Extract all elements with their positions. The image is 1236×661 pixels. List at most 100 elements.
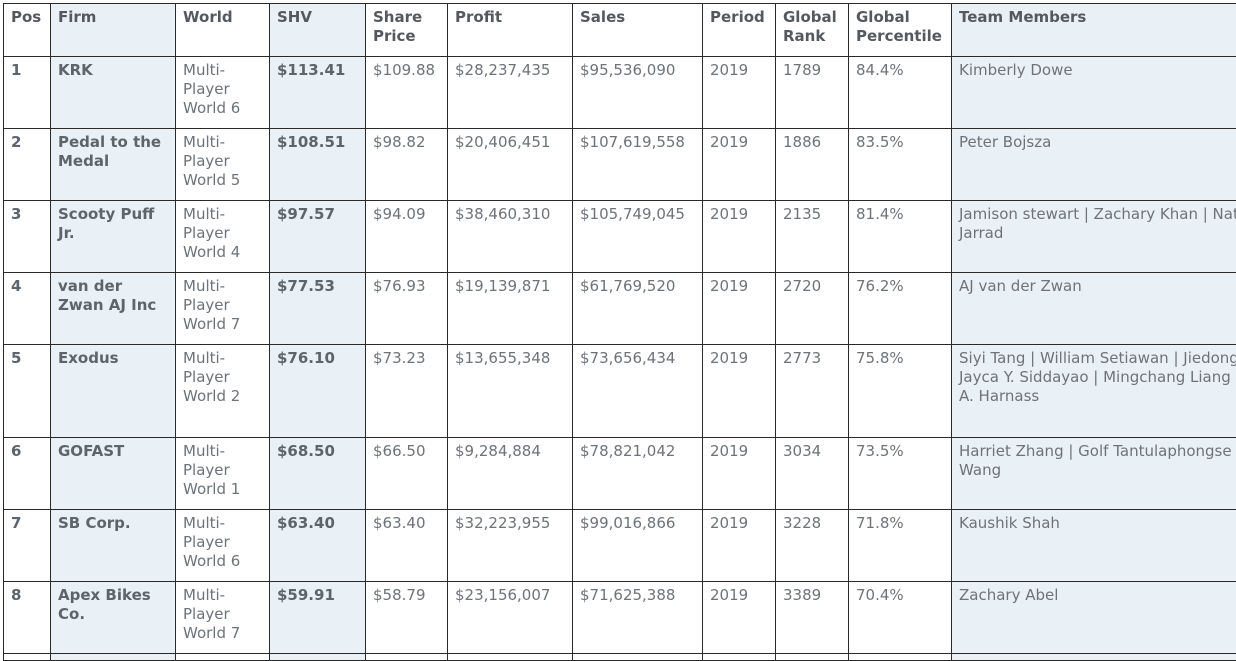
cell-sales: $99,016,866 [573, 510, 703, 582]
cell-firm [51, 654, 176, 661]
cell-global-percentile: 84.4% [849, 57, 952, 129]
cell-global-percentile: 83.5% [849, 129, 952, 201]
cell-team-members: Kaushik Shah [952, 510, 1236, 582]
cell-pos: 6 [4, 438, 51, 510]
cell-global-percentile: 75.8% [849, 345, 952, 438]
table-row: 7 SB Corp. Multi-Player World 6 $63.40 $… [4, 510, 1236, 582]
cell-team-members: Siyi Tang | William Setiawan | Jiedong C… [952, 345, 1236, 438]
cell-period [703, 654, 776, 661]
table-row: 4 van der Zwan AJ Inc Multi-Player World… [4, 273, 1236, 345]
cell-global-rank [776, 654, 849, 661]
column-header-shv: SHV [270, 4, 366, 57]
cell-world: Multi-Player World 2 [176, 345, 270, 438]
table-header: Pos Firm World SHV Share Price Profit Sa… [4, 4, 1236, 57]
cell-profit: $32,223,955 [448, 510, 573, 582]
cell-team-members: Kimberly Dowe [952, 57, 1236, 129]
column-header-global-percentile: Global Percentile [849, 4, 952, 57]
cell-firm: Pedal to the Medal [51, 129, 176, 201]
cell-shv [270, 654, 366, 661]
cell-global-rank: 2720 [776, 273, 849, 345]
cell-pos: 8 [4, 582, 51, 654]
cell-profit: $13,655,348 [448, 345, 573, 438]
cell-global-percentile: 81.4% [849, 201, 952, 273]
table-row: 8 Apex Bikes Co. Multi-Player World 7 $5… [4, 582, 1236, 654]
cell-team-members [952, 654, 1236, 661]
cell-share-price: $66.50 [366, 438, 448, 510]
cell-global-rank: 2135 [776, 201, 849, 273]
cell-global-percentile: 76.2% [849, 273, 952, 345]
cell-period: 2019 [703, 345, 776, 438]
cell-global-percentile: 71.8% [849, 510, 952, 582]
cell-period: 2019 [703, 510, 776, 582]
cell-shv: $77.53 [270, 273, 366, 345]
leaderboard-table: Pos Firm World SHV Share Price Profit Sa… [3, 3, 1236, 661]
table-row: 5 Exodus Multi-Player World 2 $76.10 $73… [4, 345, 1236, 438]
table-row: 1 KRK Multi-Player World 6 $113.41 $109.… [4, 57, 1236, 129]
cell-sales: $105,749,045 [573, 201, 703, 273]
cell-team-members: Zachary Abel [952, 582, 1236, 654]
cell-share-price: $98.82 [366, 129, 448, 201]
cell-share-price: $63.40 [366, 510, 448, 582]
column-header-period: Period [703, 4, 776, 57]
cell-period: 2019 [703, 438, 776, 510]
column-header-pos: Pos [4, 4, 51, 57]
cell-pos: 2 [4, 129, 51, 201]
cell-shv: $97.57 [270, 201, 366, 273]
cell-world: Multi-Player World 4 [176, 201, 270, 273]
cell-profit: $20,406,451 [448, 129, 573, 201]
cell-world: Multi-Player World 7 [176, 273, 270, 345]
cell-period: 2019 [703, 57, 776, 129]
cell-share-price: $73.23 [366, 345, 448, 438]
cell-sales: $107,619,558 [573, 129, 703, 201]
cell-global-rank: 2773 [776, 345, 849, 438]
table-row: 6 GOFAST Multi-Player World 1 $68.50 $66… [4, 438, 1236, 510]
cell-firm: Apex Bikes Co. [51, 582, 176, 654]
cell-global-percentile [849, 654, 952, 661]
cell-shv: $59.91 [270, 582, 366, 654]
cell-period: 2019 [703, 582, 776, 654]
cell-world: Multi-Player World 6 [176, 510, 270, 582]
cell-share-price: $76.93 [366, 273, 448, 345]
cell-shv: $63.40 [270, 510, 366, 582]
cell-team-members: AJ van der Zwan [952, 273, 1236, 345]
cell-pos: 4 [4, 273, 51, 345]
cell-shv: $68.50 [270, 438, 366, 510]
cell-world: Multi-Player World 1 [176, 438, 270, 510]
cell-shv: $76.10 [270, 345, 366, 438]
table-row: 3 Scooty Puff Jr. Multi-Player World 4 $… [4, 201, 1236, 273]
cell-profit: $28,237,435 [448, 57, 573, 129]
cell-firm: Scooty Puff Jr. [51, 201, 176, 273]
cell-profit [448, 654, 573, 661]
cell-global-rank: 1886 [776, 129, 849, 201]
cell-team-members: Jamison stewart | Zachary Khan | Nathan … [952, 201, 1236, 273]
cell-share-price: $109.88 [366, 57, 448, 129]
cell-firm: GOFAST [51, 438, 176, 510]
cell-global-rank: 3034 [776, 438, 849, 510]
cell-shv: $108.51 [270, 129, 366, 201]
cell-pos: 1 [4, 57, 51, 129]
cell-share-price [366, 654, 448, 661]
cell-global-rank: 3228 [776, 510, 849, 582]
cell-firm: SB Corp. [51, 510, 176, 582]
cell-sales: $61,769,520 [573, 273, 703, 345]
cell-team-members: Peter Bojsza [952, 129, 1236, 201]
cell-global-rank: 3389 [776, 582, 849, 654]
cell-sales: $78,821,042 [573, 438, 703, 510]
cell-firm: Exodus [51, 345, 176, 438]
cell-shv: $113.41 [270, 57, 366, 129]
cell-pos: 7 [4, 510, 51, 582]
cell-world: Multi-Player World 7 [176, 582, 270, 654]
cell-global-rank: 1789 [776, 57, 849, 129]
cell-share-price: $94.09 [366, 201, 448, 273]
cell-profit: $38,460,310 [448, 201, 573, 273]
cell-pos [4, 654, 51, 661]
table-row: 2 Pedal to the Medal Multi-Player World … [4, 129, 1236, 201]
cell-sales [573, 654, 703, 661]
column-header-global-rank: Global Rank [776, 4, 849, 57]
cell-firm: KRK [51, 57, 176, 129]
cell-sales: $73,656,434 [573, 345, 703, 438]
cell-share-price: $58.79 [366, 582, 448, 654]
column-header-share-price: Share Price [366, 4, 448, 57]
column-header-world: World [176, 4, 270, 57]
